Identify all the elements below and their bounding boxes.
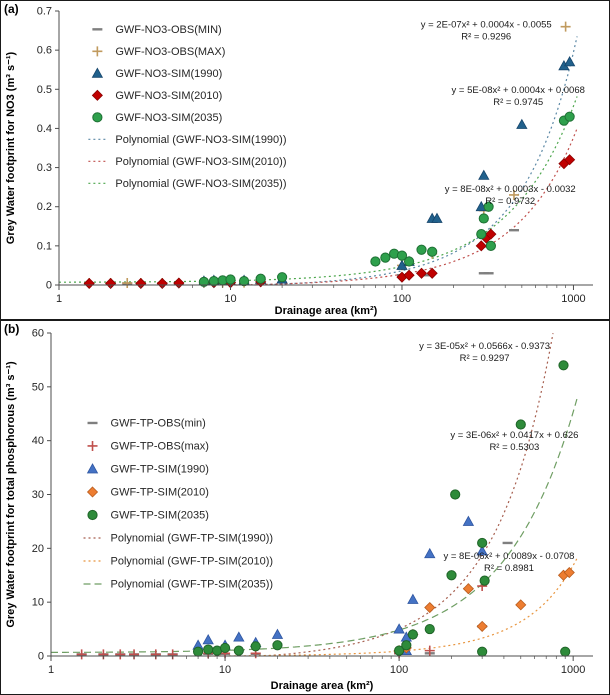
svg-text:y = 3E-06x² + 0.0417x + 0.626: y = 3E-06x² + 0.0417x + 0.626 (450, 430, 578, 441)
curve-polynomial-gwf-tp-sim-2035 (51, 398, 578, 653)
svg-text:Drainage area (km²): Drainage area (km²) (275, 305, 378, 317)
legend: GWF-TP-OBS(min) GWF-TP-OBS(max) GWF-TP-SIM… (83, 417, 274, 590)
svg-text:Polynomial (GWF-TP-SIM(1990)): Polynomial (GWF-TP-SIM(1990)) (111, 532, 274, 544)
svg-text:50: 50 (32, 381, 44, 393)
svg-text:0.3: 0.3 (37, 162, 52, 174)
svg-text:Polynomial (GWF-TP-SIM(2010)): Polynomial (GWF-TP-SIM(2010)) (111, 555, 274, 567)
panel-label-a: (a) (4, 2, 19, 16)
svg-text:10: 10 (224, 293, 236, 305)
curve-polynomial-gwf-tp-sim-1990 (263, 333, 554, 657)
series-gwf-no3-sim-2010 (83, 154, 576, 289)
chart-panel-b: (b) 1 10 100 1000 0 10 20 30 40 50 60 Drainage area… (0, 320, 610, 695)
series-gwf-tp-sim-2035 (192, 360, 571, 657)
svg-text:1000: 1000 (561, 664, 585, 676)
svg-text:40: 40 (32, 435, 44, 447)
chart-b-canvas: 1 10 100 1000 0 10 20 30 40 50 60 Drainage area (km… (5, 328, 593, 692)
svg-text:0.1: 0.1 (37, 240, 52, 252)
svg-text:GWF-NO3-OBS(MAX): GWF-NO3-OBS(MAX) (115, 46, 225, 58)
svg-text:100: 100 (393, 293, 411, 305)
svg-text:GWF-TP-OBS(max): GWF-TP-OBS(max) (111, 440, 209, 452)
svg-text:0: 0 (38, 651, 44, 663)
svg-text:1000: 1000 (561, 293, 585, 305)
svg-text:y = 2E-07x² + 0.0004x - 0.0055: y = 2E-07x² + 0.0004x - 0.0055 (421, 19, 552, 30)
series-gwf-no3-obs-min (84, 228, 519, 285)
svg-text:GWF-NO3-SIM(2035): GWF-NO3-SIM(2035) (115, 112, 222, 124)
chart-panel-a: (a) 1 10 100 1000 0 0.1 0.2 0.3 0.4 0.5 0.6 0.7 Drai… (0, 0, 610, 320)
svg-text:GWF-NO3-SIM(2010): GWF-NO3-SIM(2010) (115, 90, 222, 102)
svg-text:R² = 0.9296: R² = 0.9296 (461, 31, 511, 42)
svg-text:R² = 0.9732: R² = 0.9732 (485, 196, 535, 207)
panel-label-b: (b) (4, 322, 20, 336)
svg-text:100: 100 (390, 664, 408, 676)
svg-text:Polynomial (GWF-NO3-SIM(2010)): Polynomial (GWF-NO3-SIM(2010)) (115, 156, 286, 168)
svg-text:0.2: 0.2 (37, 201, 52, 213)
svg-text:GWF-TP-SIM(2010): GWF-TP-SIM(2010) (111, 486, 209, 498)
curve-polynomial-gwf-no3-sim-2035 (59, 96, 578, 283)
svg-text:0.5: 0.5 (37, 84, 52, 96)
svg-text:GWF-TP-SIM(1990): GWF-TP-SIM(1990) (111, 463, 209, 475)
axes: 1 10 100 1000 0 10 20 30 40 50 60 Drainage area (km… (5, 328, 593, 692)
svg-text:R² = 0.8981: R² = 0.8981 (484, 563, 534, 574)
svg-text:Drainage area (km²): Drainage area (km²) (271, 680, 374, 692)
svg-text:R² = 0.5303: R² = 0.5303 (489, 442, 539, 453)
svg-text:1: 1 (48, 664, 54, 676)
svg-text:Polynomial (GWF-TP-SIM(2035)): Polynomial (GWF-TP-SIM(2035)) (111, 578, 274, 590)
svg-text:R² = 0.9297: R² = 0.9297 (460, 353, 510, 364)
svg-text:GWF-TP-OBS(min): GWF-TP-OBS(min) (111, 417, 206, 429)
svg-text:y = 3E-05x² + 0.0566x - 0.9373: y = 3E-05x² + 0.0566x - 0.9373 (419, 341, 550, 352)
svg-text:0: 0 (46, 280, 52, 292)
svg-text:10: 10 (32, 597, 44, 609)
svg-text:GWF-TP-SIM(2035): GWF-TP-SIM(2035) (111, 509, 209, 521)
svg-text:0.6: 0.6 (37, 45, 52, 57)
svg-text:0.7: 0.7 (37, 6, 52, 18)
svg-text:GWF-NO3-OBS(MIN): GWF-NO3-OBS(MIN) (115, 24, 221, 36)
legend: GWF-NO3-OBS(MIN) GWF-NO3-OBS(MAX) GWF-NO3-… (88, 24, 287, 190)
svg-text:R² = 0.9745: R² = 0.9745 (493, 97, 543, 108)
curve-polynomial-gwf-no3-sim-1990 (254, 36, 578, 286)
y-axis-title: Grey Water footprint for total phosphoro… (5, 361, 17, 628)
svg-text:Polynomial (GWF-NO3-SIM(2035)): Polynomial (GWF-NO3-SIM(2035)) (115, 178, 286, 190)
svg-text:1: 1 (56, 293, 62, 305)
svg-text:10: 10 (219, 664, 231, 676)
chart-a-canvas: 1 10 100 1000 0 0.1 0.2 0.3 0.4 0.5 0.6 0.7 Drainage… (5, 6, 593, 317)
svg-text:y = 5E-08x² + 0.0004x + 0.0068: y = 5E-08x² + 0.0004x + 0.0068 (452, 85, 585, 96)
svg-text:30: 30 (32, 489, 44, 501)
axes: 1 10 100 1000 0 0.1 0.2 0.3 0.4 0.5 0.6 0.7 Drainage… (5, 6, 593, 317)
series-gwf-no3-sim-2035 (198, 111, 575, 287)
y-axis-title: Grey Water footprint for NO3 (m³ s⁻¹) (5, 51, 17, 244)
svg-text:60: 60 (32, 328, 44, 340)
svg-text:y = 8E-08x² + 0.0003x - 0.0032: y = 8E-08x² + 0.0003x - 0.0032 (445, 184, 576, 195)
svg-text:GWF-NO3-SIM(1990): GWF-NO3-SIM(1990) (115, 68, 222, 80)
svg-text:0.4: 0.4 (37, 123, 52, 135)
svg-text:y = 8E-06x² + 0.0089x - 0.0708: y = 8E-06x² + 0.0089x - 0.0708 (443, 551, 574, 562)
svg-text:20: 20 (32, 543, 44, 555)
svg-text:Polynomial (GWF-NO3-SIM(1990)): Polynomial (GWF-NO3-SIM(1990)) (115, 134, 286, 146)
